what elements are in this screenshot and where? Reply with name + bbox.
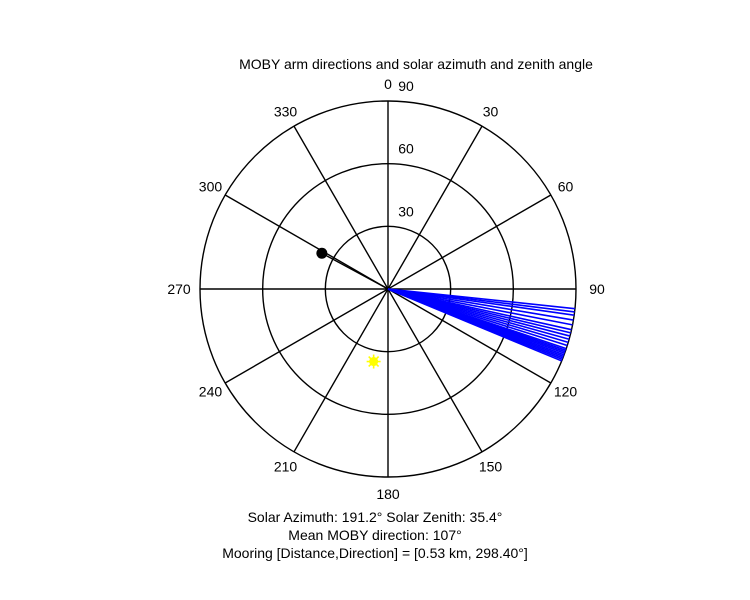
mooring-marker [316, 247, 328, 259]
arm-direction-line [387, 288, 573, 326]
mean-direction-caption: Mean MOBY direction: 107° [288, 527, 462, 543]
moby-arm-directions [387, 288, 576, 362]
arm-direction-line [387, 288, 574, 321]
range-tick-label: 90 [398, 78, 414, 94]
sun-ray [368, 356, 373, 360]
sun-ray [368, 363, 373, 368]
range-tick-label: 60 [398, 141, 414, 157]
range-tick-label: 30 [398, 203, 414, 219]
angle-tick-label: 0 [384, 76, 392, 92]
angle-tick-label: 30 [483, 103, 499, 119]
angle-tick-label: 300 [199, 179, 223, 195]
sun-ray [375, 363, 380, 368]
arm-direction-line [387, 288, 575, 316]
polar-tick-labels: 0 30 60 90 120 150 180 210 240 270 300 330 30 60 90 [167, 76, 605, 502]
angle-tick-label: 180 [376, 486, 400, 502]
angle-tick-label: 240 [199, 384, 223, 400]
angle-tick-label: 330 [274, 103, 298, 119]
angle-tick-label: 120 [554, 384, 578, 400]
arm-direction-line [387, 288, 562, 362]
angle-tick-label: 90 [589, 281, 605, 297]
angle-tick-label: 270 [167, 281, 191, 297]
angle-tick-label: 150 [479, 459, 503, 475]
mooring-direction [316, 247, 389, 290]
angle-tick-label: 60 [558, 179, 574, 195]
mooring-direction-line [321, 252, 389, 290]
mooring-caption: Mooring [Distance,Direction] = [0.53 km,… [222, 545, 528, 561]
angle-tick-label: 210 [274, 459, 298, 475]
sun-ray [375, 356, 380, 360]
solar-angles-caption: Solar Azimuth: 191.2° Solar Zenith: 35.4… [247, 509, 503, 525]
chart-title: MOBY arm directions and solar azimuth an… [239, 56, 593, 72]
sun-position [366, 354, 381, 369]
